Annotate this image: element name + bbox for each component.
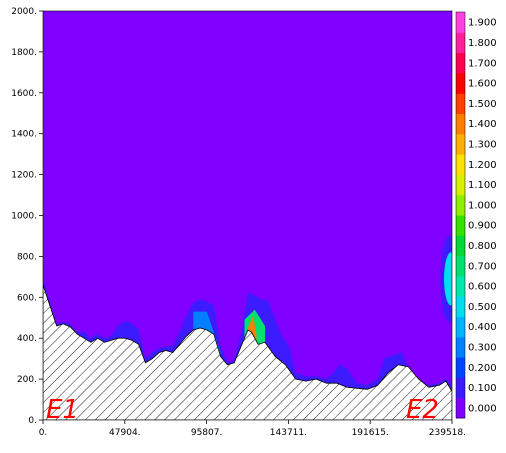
colorbar-label: 0.800 <box>468 241 497 252</box>
colorbar-swatch <box>456 93 465 114</box>
colorbar-swatch <box>456 32 465 54</box>
y-tick-label: 1000. <box>11 212 37 222</box>
colorbar-swatch <box>456 275 465 297</box>
y-axis: 0. 200. 400. 600. 800. 1000. 1200. 1400. 1600. 18… <box>11 7 43 426</box>
terrain-hatch <box>43 284 452 420</box>
y-tick-label: 400. <box>17 334 37 344</box>
colorbar-swatch <box>456 377 465 399</box>
colorbar-swatch <box>456 296 465 317</box>
colorbar-label: 1.100 <box>468 180 497 191</box>
colorbar-label: 0.500 <box>468 302 497 313</box>
y-tick-label: 1600. <box>11 89 37 99</box>
colorbar-label: 0.900 <box>468 221 497 232</box>
y-tick-label: 200. <box>17 375 37 385</box>
colorbar-swatch <box>456 255 465 277</box>
x-tick-label: 47904. <box>109 428 141 438</box>
plot-area <box>43 11 452 420</box>
colorbar: 0.000 0.100 0.200 0.300 0.400 0.500 0.600 0.700… <box>455 11 497 419</box>
y-tick-label: 1400. <box>11 130 37 140</box>
colorbar-label: 1.000 <box>468 200 497 211</box>
colorbar-label: 0.300 <box>468 342 497 353</box>
colorbar-swatch <box>456 133 465 155</box>
x-tick-label: 0. <box>39 428 48 438</box>
colorbar-label: 0.400 <box>468 322 497 333</box>
colorbar-swatch <box>456 113 465 135</box>
colorbar-swatch <box>456 194 465 216</box>
y-tick-label: 2000. <box>11 7 37 17</box>
colorbar-swatch <box>456 235 465 257</box>
colorbar-label: 1.200 <box>468 160 497 171</box>
colorbar-label: 1.700 <box>468 58 497 69</box>
colorbar-label: 0.600 <box>468 282 497 293</box>
colorbar-label: 1.500 <box>468 99 497 110</box>
colorbar-swatch <box>456 174 465 196</box>
x-tick-label: 191615. <box>352 428 389 438</box>
x-tick-label: 95807. <box>191 428 223 438</box>
x-axis: 0. 47904. 95807. 143711. 191615. 239518. <box>39 420 466 438</box>
y-tick-label: 800. <box>17 252 37 262</box>
annotation-e2: E2 <box>406 395 439 425</box>
colorbar-swatch <box>456 316 465 338</box>
colorbar-label: 0.200 <box>468 363 497 374</box>
colorbar-swatch <box>456 12 465 33</box>
colorbar-swatch <box>456 357 465 378</box>
colorbar-swatch <box>456 397 465 419</box>
y-tick-label: 1800. <box>11 48 37 58</box>
colorbar-frame <box>455 11 466 419</box>
y-tick-label: 600. <box>17 293 37 303</box>
anomaly-cell-1 <box>443 252 452 306</box>
colorbar-swatch <box>456 154 465 175</box>
colorbar-label: 1.900 <box>468 18 497 29</box>
colorbar-label: 0.000 <box>468 403 497 414</box>
colorbar-swatch <box>456 72 465 94</box>
colorbar-label: 1.800 <box>468 38 497 49</box>
y-tick-label: 0. <box>28 416 37 426</box>
colorbar-label: 1.300 <box>468 139 497 150</box>
colorbar-label: 0.100 <box>468 383 497 394</box>
colorbar-swatch <box>456 52 465 74</box>
colorbar-swatch <box>456 336 465 358</box>
colorbar-label: 1.600 <box>468 79 497 90</box>
y-tick-label: 1200. <box>11 171 37 181</box>
x-tick-label: 143711. <box>270 428 307 438</box>
annotation-e1: E1 <box>46 395 79 425</box>
colorbar-swatch <box>456 215 465 236</box>
x-tick-label: 239518. <box>429 428 466 438</box>
colorbar-label: 0.700 <box>468 261 497 272</box>
colorbar-label: 1.400 <box>468 119 497 130</box>
